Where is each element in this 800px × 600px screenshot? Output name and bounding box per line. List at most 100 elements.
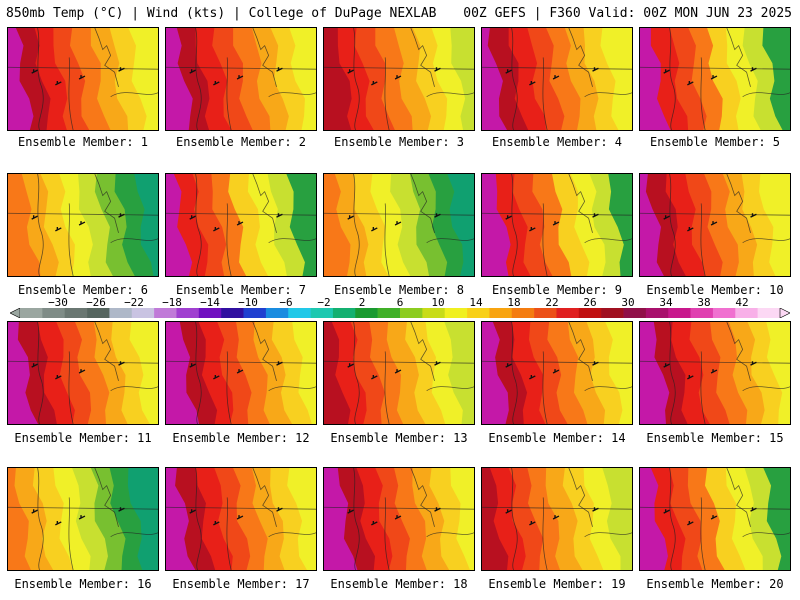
colorbar-segment	[422, 308, 446, 318]
colorbar-tick-label: 42	[735, 296, 749, 309]
ensemble-panel-20[interactable]	[639, 467, 791, 571]
colorbar-segment	[511, 308, 535, 318]
colorbar-segment	[534, 308, 557, 318]
ensemble-panel-14[interactable]	[481, 321, 633, 425]
temperature-field-map	[324, 174, 474, 276]
colorbar-tick-label: 6	[396, 296, 404, 309]
colorbar-segment	[131, 308, 155, 318]
colorbar-tick-label: 10	[431, 296, 445, 309]
ensemble-member-label: Ensemble Member: 20	[646, 577, 784, 591]
ensemble-panel-10[interactable]	[639, 173, 791, 277]
temperature-field-map	[640, 468, 790, 570]
colorbar-segment	[601, 308, 624, 318]
ensemble-member-label: Ensemble Member: 18	[330, 577, 468, 591]
ensemble-member-label: Ensemble Member: 16	[14, 577, 152, 591]
colorbar-segment	[645, 308, 669, 318]
ensemble-member-label: Ensemble Member: 1	[17, 135, 149, 149]
ensemble-member-label: Ensemble Member: 17	[172, 577, 310, 591]
ensemble-panel-15[interactable]	[639, 321, 791, 425]
temperature-field-map	[640, 28, 790, 130]
colorbar-segment	[489, 308, 513, 318]
colorbar-tick-label: 2	[358, 296, 366, 309]
colorbar-segment	[467, 308, 490, 318]
ensemble-panel-18[interactable]	[323, 467, 475, 571]
colorbar-segment	[20, 308, 43, 318]
colorbar-segment	[176, 308, 200, 318]
temperature-field-map	[640, 174, 790, 276]
ensemble-member-label: Ensemble Member: 9	[491, 283, 623, 297]
ensemble-panel-2[interactable]	[165, 27, 317, 131]
ensemble-member-label: Ensemble Member: 11	[14, 431, 152, 445]
temperature-field-map	[8, 174, 158, 276]
temperature-field-map	[640, 322, 790, 424]
colorbar-segment	[243, 308, 267, 318]
temperature-field-map	[166, 174, 316, 276]
ensemble-panel-9[interactable]	[481, 173, 633, 277]
colorbar-tick-label: −6	[279, 296, 293, 309]
colorbar-segment	[355, 308, 378, 318]
temperature-field-map	[324, 322, 474, 424]
ensemble-panel-13[interactable]	[323, 321, 475, 425]
colorbar-tick-label: 26	[583, 296, 597, 309]
ensemble-panel-7[interactable]	[165, 173, 317, 277]
colorbar-segment	[198, 308, 222, 318]
ensemble-member-label: Ensemble Member: 2	[175, 135, 307, 149]
colorbar-tick-label: 18	[507, 296, 521, 309]
ensemble-panel-17[interactable]	[165, 467, 317, 571]
ensemble-member-label: Ensemble Member: 14	[488, 431, 626, 445]
model-valid-time: 00Z GEFS | F360 Valid: 00Z MON JUN 23 20…	[463, 6, 792, 21]
colorbar-min-arrow	[10, 308, 21, 318]
temperature-field-map	[324, 28, 474, 130]
colorbar-tick-label: −26	[86, 296, 106, 309]
ensemble-panel-19[interactable]	[481, 467, 633, 571]
colorbar-segment	[578, 308, 602, 318]
ensemble-panel-16[interactable]	[7, 467, 159, 571]
ensemble-panel-12[interactable]	[165, 321, 317, 425]
colorbar-segment	[109, 308, 133, 318]
temperature-field-map	[166, 468, 316, 570]
colorbar-segment	[757, 308, 781, 318]
colorbar-max-arrow	[779, 308, 790, 318]
temperature-field-map	[8, 468, 158, 570]
ensemble-panel-11[interactable]	[7, 321, 159, 425]
map-title: 850mb Temp (°C) | Wind (kts) | College o…	[6, 6, 437, 21]
ensemble-member-label: Ensemble Member: 19	[488, 577, 626, 591]
colorbar-tick-label: −18	[162, 296, 182, 309]
temperature-field-map	[8, 322, 158, 424]
colorbar-tick-label: −22	[124, 296, 144, 309]
ensemble-member-label: Ensemble Member: 4	[491, 135, 623, 149]
temperature-colorbar	[10, 308, 790, 318]
colorbar-tick-label: −30	[48, 296, 68, 309]
temperature-field-map	[324, 468, 474, 570]
colorbar-segment	[332, 308, 356, 318]
ensemble-member-label: Ensemble Member: 10	[646, 283, 784, 297]
colorbar-segment	[377, 308, 401, 318]
colorbar-segment	[154, 308, 177, 318]
colorbar-segment	[265, 308, 289, 318]
colorbar-tick-label: 38	[697, 296, 711, 309]
ensemble-member-label: Ensemble Member: 8	[333, 283, 465, 297]
ensemble-member-label: Ensemble Member: 3	[333, 135, 465, 149]
ensemble-member-label: Ensemble Member: 13	[330, 431, 468, 445]
colorbar-tick-label: −14	[200, 296, 220, 309]
colorbar-segment	[221, 308, 244, 318]
colorbar-segment	[400, 308, 423, 318]
colorbar-segment	[668, 308, 691, 318]
ensemble-panel-3[interactable]	[323, 27, 475, 131]
colorbar-segment	[690, 308, 714, 318]
temperature-field-map	[482, 174, 632, 276]
colorbar-segment	[623, 308, 647, 318]
colorbar-tick-label: −10	[238, 296, 258, 309]
colorbar-segment	[556, 308, 580, 318]
colorbar-segment	[42, 308, 66, 318]
colorbar-segment	[288, 308, 311, 318]
ensemble-member-label: Ensemble Member: 5	[649, 135, 781, 149]
ensemble-panel-1[interactable]	[7, 27, 159, 131]
ensemble-panel-8[interactable]	[323, 173, 475, 277]
ensemble-panel-6[interactable]	[7, 173, 159, 277]
ensemble-member-label: Ensemble Member: 12	[172, 431, 310, 445]
ensemble-panel-4[interactable]	[481, 27, 633, 131]
temperature-field-map	[166, 322, 316, 424]
colorbar-segment	[444, 308, 468, 318]
ensemble-panel-5[interactable]	[639, 27, 791, 131]
